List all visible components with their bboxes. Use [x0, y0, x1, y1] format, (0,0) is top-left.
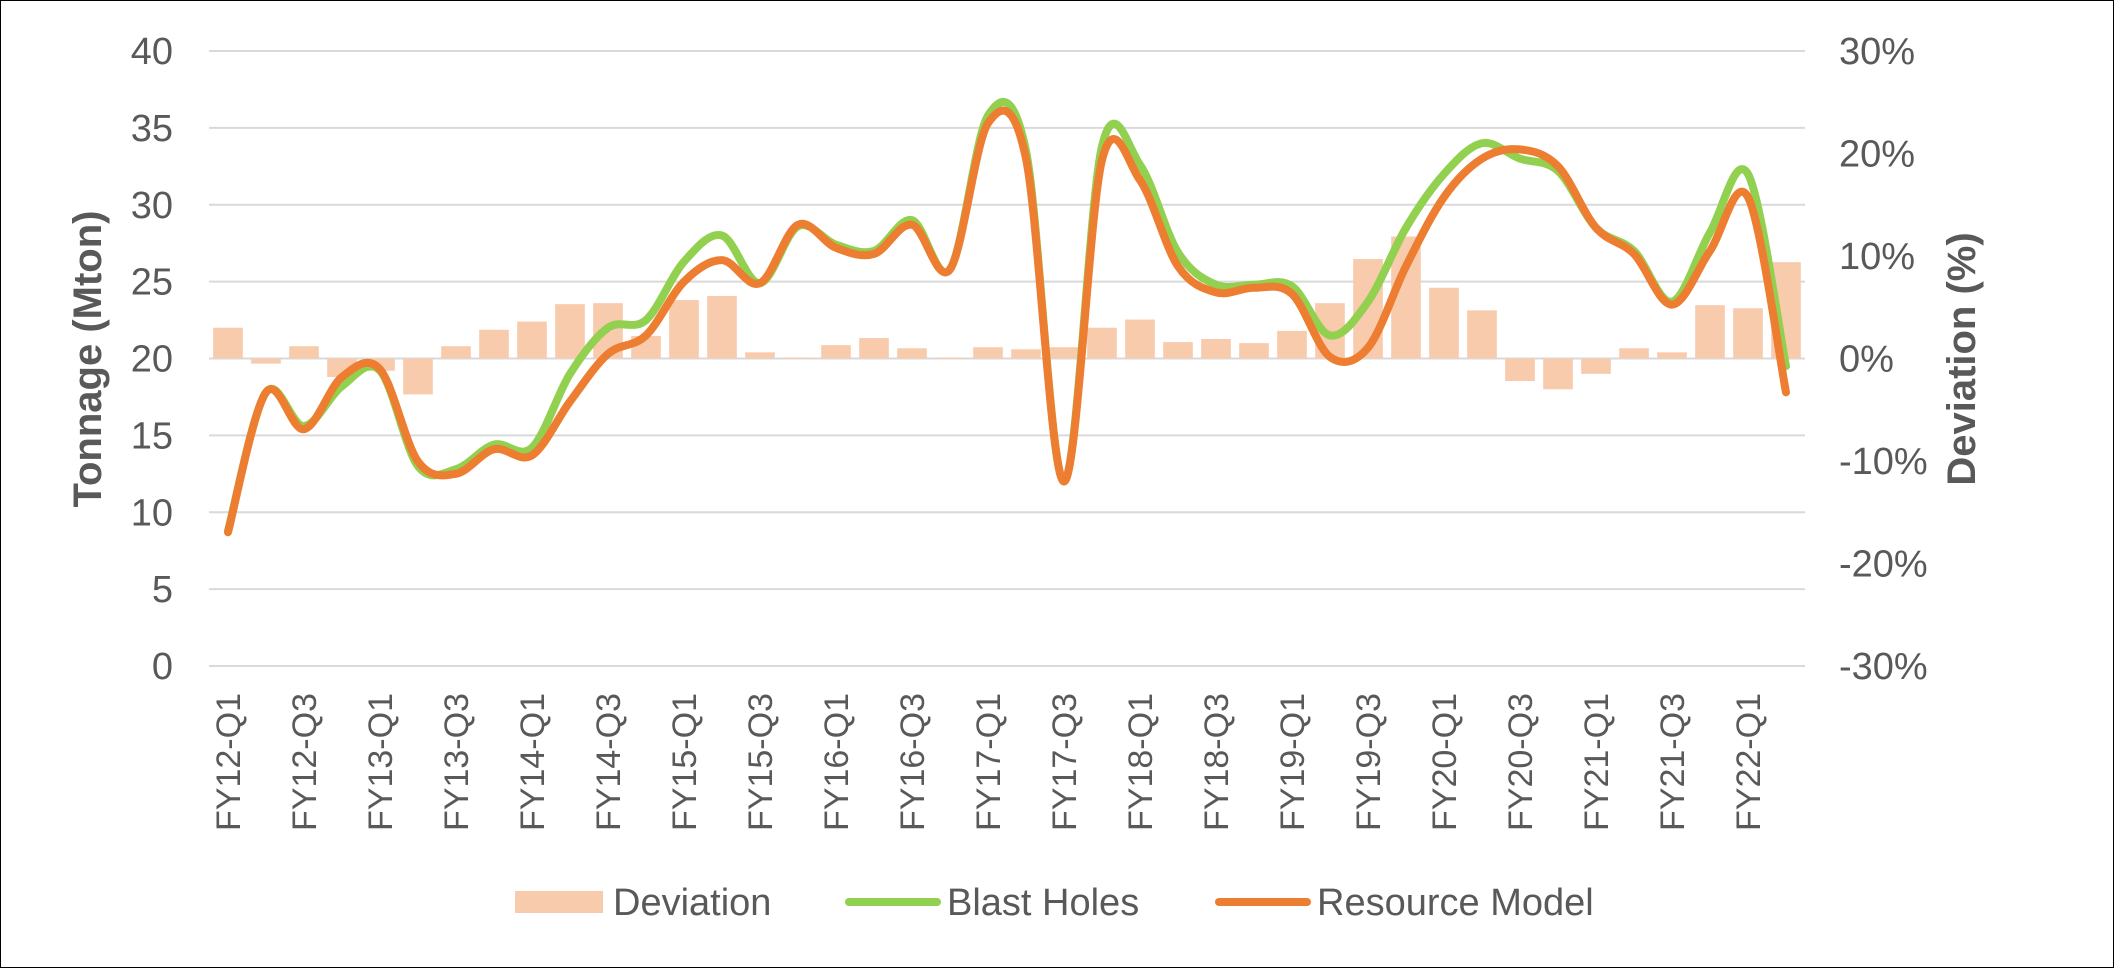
deviation-bar — [1657, 352, 1687, 359]
deviation-bar — [1049, 347, 1079, 359]
right-tick-label: -20% — [1839, 544, 1928, 586]
left-tick-label: 15 — [131, 415, 173, 457]
deviation-bar — [289, 346, 319, 359]
deviation-bar — [669, 300, 699, 359]
right-tick-label: 20% — [1839, 134, 1915, 176]
deviation-bar — [517, 321, 547, 359]
resource-model-line — [224, 106, 1790, 537]
legend-blast-holes-label: Blast Holes — [947, 882, 1139, 924]
deviation-bar — [555, 304, 585, 359]
left-axis-title: Tonnage (Mton) — [66, 211, 110, 508]
legend: Deviation Blast Holes Resource Model — [515, 882, 1594, 924]
deviation-bar — [1581, 358, 1611, 374]
deviation-bar — [1277, 330, 1307, 359]
deviation-bar — [479, 329, 509, 359]
gridlines — [209, 50, 1805, 667]
x-tick-label: FY14-Q3 — [590, 693, 628, 831]
deviation-bar — [1505, 358, 1535, 382]
legend-resource-model-label: Resource Model — [1317, 882, 1594, 924]
legend-deviation-swatch — [515, 891, 603, 913]
deviation-bar — [251, 358, 281, 364]
x-tick-label: FY20-Q1 — [1426, 693, 1464, 831]
deviation-bar — [707, 295, 737, 359]
deviation-bar — [403, 358, 433, 395]
right-tick-label: -30% — [1839, 646, 1928, 688]
x-tick-label: FY18-Q3 — [1198, 693, 1236, 831]
deviation-bar — [783, 357, 813, 359]
deviation-bar — [1695, 305, 1725, 359]
deviation-bar — [1733, 308, 1763, 359]
deviation-bar — [897, 348, 927, 359]
deviation-bar — [1201, 339, 1231, 359]
x-tick-label: FY20-Q3 — [1502, 693, 1540, 831]
deviation-bar — [1543, 358, 1573, 390]
deviation-bar — [1429, 287, 1459, 359]
deviation-bar — [1467, 310, 1497, 359]
x-tick-label: FY15-Q3 — [742, 693, 780, 831]
right-tick-label: 10% — [1839, 236, 1915, 278]
x-tick-label: FY12-Q3 — [286, 693, 324, 831]
deviation-bars — [213, 236, 1801, 395]
x-tick-label: FY16-Q3 — [894, 693, 932, 831]
x-tick-label: FY14-Q1 — [514, 693, 552, 831]
left-tick-label: 25 — [131, 262, 173, 304]
x-tick-label: FY17-Q3 — [1046, 693, 1084, 831]
x-tick-label: FY13-Q1 — [362, 693, 400, 831]
x-tick-label: FY22-Q1 — [1730, 693, 1768, 831]
x-tick-label: FY19-Q1 — [1274, 693, 1312, 831]
deviation-bar — [745, 352, 775, 359]
deviation-bar — [821, 345, 851, 359]
left-tick-label: 5 — [152, 569, 173, 611]
deviation-bar — [1239, 343, 1269, 359]
deviation-bar — [1011, 349, 1041, 359]
left-axis-ticks: 0 5 10 15 20 25 30 35 40 — [131, 31, 173, 688]
deviation-bar — [859, 338, 889, 359]
x-tick-label: FY19-Q3 — [1350, 693, 1388, 831]
left-tick-label: 35 — [131, 108, 173, 150]
deviation-bar — [1125, 319, 1155, 359]
deviation-bar — [1087, 327, 1117, 359]
deviation-bar — [1163, 342, 1193, 359]
x-tick-label: FY13-Q3 — [438, 693, 476, 831]
deviation-bar — [935, 357, 965, 359]
right-axis-ticks: -30% -20% -10% 0% 10% 20% 30% — [1839, 31, 1928, 688]
series-lines — [224, 98, 1790, 537]
right-axis-title: Deviation (%) — [1940, 232, 1984, 485]
left-tick-label: 0 — [152, 646, 173, 688]
x-tick-label: FY21-Q1 — [1578, 693, 1616, 831]
right-tick-label: -10% — [1839, 441, 1928, 483]
x-tick-label: FY16-Q1 — [818, 693, 856, 831]
left-tick-label: 10 — [131, 492, 173, 534]
legend-deviation-label: Deviation — [613, 882, 771, 924]
x-tick-label: FY17-Q1 — [970, 693, 1008, 831]
left-tick-label: 30 — [131, 185, 173, 227]
left-tick-label: 20 — [131, 339, 173, 381]
deviation-bar — [973, 347, 1003, 359]
x-tick-label: FY15-Q1 — [666, 693, 704, 831]
x-tick-label: FY21-Q3 — [1654, 693, 1692, 831]
x-tick-label: FY12-Q1 — [210, 693, 248, 831]
x-axis-ticks: FY12-Q1 FY12-Q3 FY13-Q1 FY13-Q3 FY14-Q1 FY14-… — [210, 693, 1768, 831]
right-tick-label: 30% — [1839, 31, 1915, 73]
deviation-bar — [1619, 348, 1649, 359]
deviation-bar — [441, 346, 471, 359]
left-tick-label: 40 — [131, 31, 173, 73]
x-tick-label: FY18-Q1 — [1122, 693, 1160, 831]
right-tick-label: 0% — [1839, 339, 1894, 381]
deviation-bar — [213, 327, 243, 359]
